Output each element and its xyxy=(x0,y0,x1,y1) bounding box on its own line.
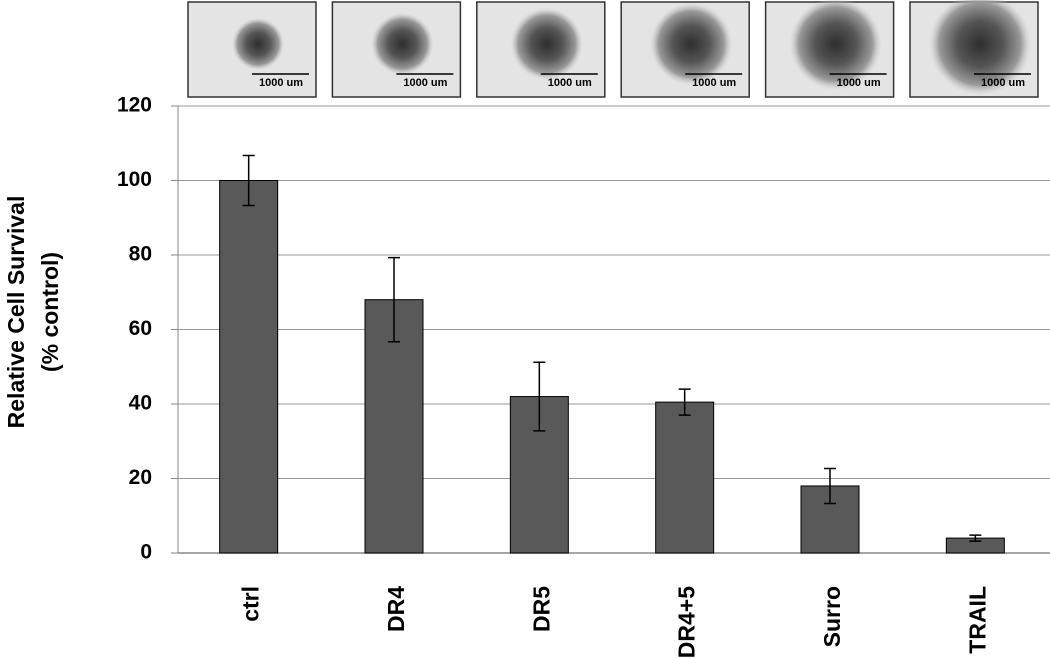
error-bar xyxy=(533,361,546,432)
error-bar xyxy=(824,467,836,505)
x-tick-label: Surro xyxy=(819,586,845,647)
spheroid xyxy=(232,18,284,70)
x-tick-label: ctrl xyxy=(238,586,264,622)
y-tick-label: 40 xyxy=(129,392,152,415)
y-tick-label: 120 xyxy=(117,94,152,117)
spheroid xyxy=(929,0,1031,95)
scale-label: 1000 um xyxy=(837,77,881,89)
error-bar xyxy=(969,534,982,542)
spheroid xyxy=(789,0,882,90)
spheroid xyxy=(650,3,733,85)
y-tick-label: 100 xyxy=(117,168,152,191)
y-tick-label: 0 xyxy=(140,541,152,564)
bar xyxy=(655,401,715,554)
y-tick-label: 20 xyxy=(129,466,152,489)
scale-label: 1000 um xyxy=(259,77,303,89)
y-tick-label: 60 xyxy=(129,317,152,340)
scale-label: 1000 um xyxy=(403,77,447,89)
y-tick-label: 80 xyxy=(129,243,152,266)
y-axis-label: (% control) xyxy=(37,252,63,372)
y-axis-label: Relative Cell Survival xyxy=(3,196,29,429)
error-bar xyxy=(242,154,255,207)
spheroid xyxy=(510,8,583,80)
x-tick-label: DR4 xyxy=(383,586,409,632)
x-tick-label: DR4+5 xyxy=(674,586,700,658)
spheroid xyxy=(371,13,434,75)
error-bar xyxy=(678,388,691,416)
error-bar xyxy=(388,256,400,343)
x-tick-label: TRAIL xyxy=(964,586,990,654)
scale-label: 1000 um xyxy=(548,77,592,89)
bar xyxy=(219,180,279,554)
scale-label: 1000 um xyxy=(692,77,736,89)
scale-label: 1000 um xyxy=(981,77,1025,89)
x-tick-label: DR5 xyxy=(528,586,554,632)
